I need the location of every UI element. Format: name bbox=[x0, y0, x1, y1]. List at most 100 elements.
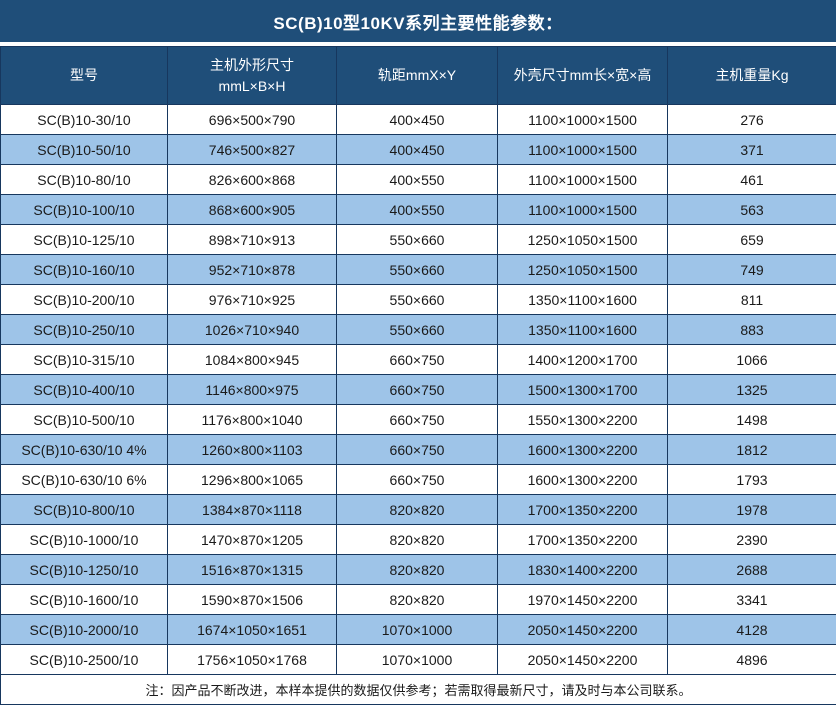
table-row: SC(B)10-500/10 1176×800×1040 660×750 155… bbox=[0, 404, 836, 435]
col-header-weight: 主机重量Kg bbox=[667, 46, 836, 105]
cell-shell-size: 1550×1300×2200 bbox=[497, 404, 668, 435]
cell-weight: 811 bbox=[667, 284, 836, 315]
cell-track-gauge: 820×820 bbox=[336, 524, 498, 555]
cell-model: SC(B)10-1000/10 bbox=[0, 524, 168, 555]
cell-shell-size: 1350×1100×1600 bbox=[497, 284, 668, 315]
cell-weight: 2688 bbox=[667, 554, 836, 585]
cell-model: SC(B)10-1600/10 bbox=[0, 584, 168, 615]
cell-shell-size: 1600×1300×2200 bbox=[497, 464, 668, 495]
cell-main-unit-dimensions: 696×500×790 bbox=[167, 104, 337, 135]
spec-table: 型号 主机外形尺寸 mmL×B×H 轨距mmX×Y 外壳尺寸mm长×宽×高 主机… bbox=[0, 46, 836, 705]
page-title: SC(B)10型10KV系列主要性能参数： bbox=[0, 0, 836, 42]
cell-track-gauge: 400×450 bbox=[336, 104, 498, 135]
cell-model: SC(B)10-30/10 bbox=[0, 104, 168, 135]
table-row: SC(B)10-160/10 952×710×878 550×660 1250×… bbox=[0, 254, 836, 285]
cell-shell-size: 1700×1350×2200 bbox=[497, 494, 668, 525]
table-row: SC(B)10-80/10 826×600×868 400×550 1100×1… bbox=[0, 164, 836, 195]
cell-track-gauge: 550×660 bbox=[336, 224, 498, 255]
cell-track-gauge: 820×820 bbox=[336, 494, 498, 525]
cell-track-gauge: 820×820 bbox=[336, 584, 498, 615]
cell-track-gauge: 550×660 bbox=[336, 254, 498, 285]
cell-model: SC(B)10-315/10 bbox=[0, 344, 168, 375]
cell-model: SC(B)10-100/10 bbox=[0, 194, 168, 225]
cell-main-unit-dimensions: 1384×870×1118 bbox=[167, 494, 337, 525]
cell-shell-size: 1100×1000×1500 bbox=[497, 104, 668, 135]
table-row: SC(B)10-315/10 1084×800×945 660×750 1400… bbox=[0, 344, 836, 375]
table-row: SC(B)10-250/10 1026×710×940 550×660 1350… bbox=[0, 314, 836, 345]
cell-main-unit-dimensions: 868×600×905 bbox=[167, 194, 337, 225]
cell-shell-size: 1250×1050×1500 bbox=[497, 254, 668, 285]
cell-model: SC(B)10-800/10 bbox=[0, 494, 168, 525]
cell-model: SC(B)10-630/10 6% bbox=[0, 464, 168, 495]
table-row: SC(B)10-630/10 6% 1296×800×1065 660×750 … bbox=[0, 464, 836, 495]
col-header-track-gauge: 轨距mmX×Y bbox=[336, 46, 498, 105]
cell-weight: 3341 bbox=[667, 584, 836, 615]
table-row: SC(B)10-1000/10 1470×870×1205 820×820 17… bbox=[0, 524, 836, 555]
cell-main-unit-dimensions: 1756×1050×1768 bbox=[167, 644, 337, 675]
table-body: SC(B)10-30/10 696×500×790 400×450 1100×1… bbox=[0, 104, 836, 675]
cell-model: SC(B)10-2000/10 bbox=[0, 614, 168, 645]
cell-main-unit-dimensions: 976×710×925 bbox=[167, 284, 337, 315]
cell-weight: 883 bbox=[667, 314, 836, 345]
cell-model: SC(B)10-1250/10 bbox=[0, 554, 168, 585]
table-row: SC(B)10-400/10 1146×800×975 660×750 1500… bbox=[0, 374, 836, 405]
note-row: 注：因产品不断改进，本样本提供的数据仅供参考；若需取得最新尺寸，请及时与本公司联… bbox=[0, 674, 836, 705]
table-row: SC(B)10-1250/10 1516×870×1315 820×820 18… bbox=[0, 554, 836, 585]
cell-weight: 1793 bbox=[667, 464, 836, 495]
cell-weight: 371 bbox=[667, 134, 836, 165]
footer-note: 注：因产品不断改进，本样本提供的数据仅供参考；若需取得最新尺寸，请及时与本公司联… bbox=[0, 674, 836, 705]
table-row: SC(B)10-2000/10 1674×1050×1651 1070×1000… bbox=[0, 614, 836, 645]
table-row: SC(B)10-800/10 1384×870×1118 820×820 170… bbox=[0, 494, 836, 525]
cell-weight: 4896 bbox=[667, 644, 836, 675]
cell-shell-size: 1500×1300×1700 bbox=[497, 374, 668, 405]
cell-main-unit-dimensions: 1516×870×1315 bbox=[167, 554, 337, 585]
cell-main-unit-dimensions: 1176×800×1040 bbox=[167, 404, 337, 435]
cell-shell-size: 1350×1100×1600 bbox=[497, 314, 668, 345]
cell-track-gauge: 820×820 bbox=[336, 554, 498, 585]
col-header-main-unit-dimensions: 主机外形尺寸 mmL×B×H bbox=[167, 46, 337, 105]
cell-track-gauge: 400×550 bbox=[336, 164, 498, 195]
cell-weight: 461 bbox=[667, 164, 836, 195]
cell-shell-size: 1970×1450×2200 bbox=[497, 584, 668, 615]
table-row: SC(B)10-2500/10 1756×1050×1768 1070×1000… bbox=[0, 644, 836, 675]
cell-weight: 563 bbox=[667, 194, 836, 225]
cell-main-unit-dimensions: 746×500×827 bbox=[167, 134, 337, 165]
cell-shell-size: 1700×1350×2200 bbox=[497, 524, 668, 555]
cell-track-gauge: 550×660 bbox=[336, 314, 498, 345]
cell-weight: 1498 bbox=[667, 404, 836, 435]
cell-model: SC(B)10-50/10 bbox=[0, 134, 168, 165]
cell-main-unit-dimensions: 826×600×868 bbox=[167, 164, 337, 195]
table-row: SC(B)10-125/10 898×710×913 550×660 1250×… bbox=[0, 224, 836, 255]
cell-model: SC(B)10-250/10 bbox=[0, 314, 168, 345]
cell-main-unit-dimensions: 1260×800×1103 bbox=[167, 434, 337, 465]
table-row: SC(B)10-50/10 746×500×827 400×450 1100×1… bbox=[0, 134, 836, 165]
table-row: SC(B)10-100/10 868×600×905 400×550 1100×… bbox=[0, 194, 836, 225]
cell-track-gauge: 400×550 bbox=[336, 194, 498, 225]
cell-weight: 1812 bbox=[667, 434, 836, 465]
cell-weight: 1325 bbox=[667, 374, 836, 405]
cell-shell-size: 1250×1050×1500 bbox=[497, 224, 668, 255]
table-row: SC(B)10-200/10 976×710×925 550×660 1350×… bbox=[0, 284, 836, 315]
cell-shell-size: 1100×1000×1500 bbox=[497, 134, 668, 165]
cell-track-gauge: 660×750 bbox=[336, 404, 498, 435]
col-header-model: 型号 bbox=[0, 46, 168, 105]
cell-shell-size: 1600×1300×2200 bbox=[497, 434, 668, 465]
cell-track-gauge: 660×750 bbox=[336, 434, 498, 465]
cell-weight: 2390 bbox=[667, 524, 836, 555]
cell-main-unit-dimensions: 1026×710×940 bbox=[167, 314, 337, 345]
cell-main-unit-dimensions: 1146×800×975 bbox=[167, 374, 337, 405]
cell-model: SC(B)10-400/10 bbox=[0, 374, 168, 405]
cell-model: SC(B)10-160/10 bbox=[0, 254, 168, 285]
cell-shell-size: 1100×1000×1500 bbox=[497, 164, 668, 195]
title-divider bbox=[0, 42, 836, 46]
table-row: SC(B)10-1600/10 1590×870×1506 820×820 19… bbox=[0, 584, 836, 615]
cell-model: SC(B)10-2500/10 bbox=[0, 644, 168, 675]
cell-shell-size: 2050×1450×2200 bbox=[497, 644, 668, 675]
col-header-shell-size: 外壳尺寸mm长×宽×高 bbox=[497, 46, 668, 105]
table-row: SC(B)10-30/10 696×500×790 400×450 1100×1… bbox=[0, 104, 836, 135]
cell-track-gauge: 400×450 bbox=[336, 134, 498, 165]
cell-track-gauge: 660×750 bbox=[336, 374, 498, 405]
cell-weight: 659 bbox=[667, 224, 836, 255]
cell-model: SC(B)10-630/10 4% bbox=[0, 434, 168, 465]
cell-main-unit-dimensions: 1296×800×1065 bbox=[167, 464, 337, 495]
